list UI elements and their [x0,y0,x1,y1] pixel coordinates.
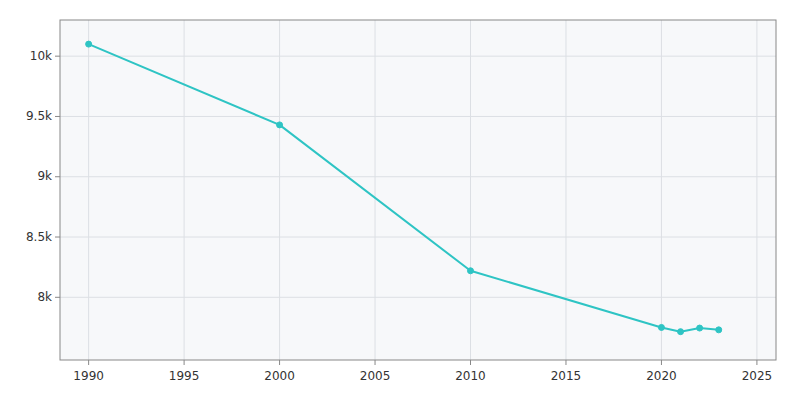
x-tick-label: 2015 [551,369,582,383]
x-tick [470,360,471,365]
marker [678,329,684,335]
y-grid-line [60,116,776,117]
marker [277,122,283,128]
x-tick [184,360,185,365]
y-tick [55,297,60,298]
marker [468,268,474,274]
marker [86,41,92,47]
x-tick-label: 2010 [455,369,486,383]
x-grid-line [184,20,185,360]
y-tick [55,116,60,117]
marker [658,324,664,330]
x-tick-label: 1995 [169,369,200,383]
y-tick-label: 9k [37,169,52,183]
y-grid-line [60,237,776,238]
marker [697,325,703,331]
series [86,41,722,335]
chart-svg: 8k 8.5k 9k 9.5k 10k 1990 1995 2000 2005 2010 2015 2… [0,0,800,400]
y-grid-line [60,297,776,298]
y-grid-line [60,176,776,177]
y-tick [55,56,60,57]
x-tick [565,360,566,365]
x-tick-label: 2000 [264,369,295,383]
x-grid-line [279,20,280,360]
x-grid-line [756,20,757,360]
plot-area [60,20,776,360]
line [89,44,719,332]
y-tick-label: 8.5k [26,230,52,244]
y-grid-line [60,56,776,57]
y-tick-label: 10k [30,49,52,63]
marker [716,327,722,333]
y-tick-label: 8k [37,290,52,304]
x-grid-line [661,20,662,360]
x-grid-line [565,20,566,360]
x-tick-label: 2025 [742,369,773,383]
plot-frame [60,20,776,360]
x-tick [88,360,89,365]
x-tick-label: 2005 [360,369,391,383]
background [0,0,800,400]
axes: 8k 8.5k 9k 9.5k 10k 1990 1995 2000 2005 2010 2015 2… [26,20,776,383]
chart-container: 8k 8.5k 9k 9.5k 10k 1990 1995 2000 2005 2010 2015 2… [0,0,800,400]
x-tick [756,360,757,365]
x-tick-label: 2020 [646,369,677,383]
x-grid-line [88,20,89,360]
x-grid-line [470,20,471,360]
y-tick [55,237,60,238]
grid [60,20,776,360]
y-tick [55,176,60,177]
x-tick [375,360,376,365]
y-tick-label: 9.5k [26,109,52,123]
x-tick-label: 1990 [73,369,104,383]
x-tick [279,360,280,365]
x-grid-line [375,20,376,360]
x-tick [661,360,662,365]
